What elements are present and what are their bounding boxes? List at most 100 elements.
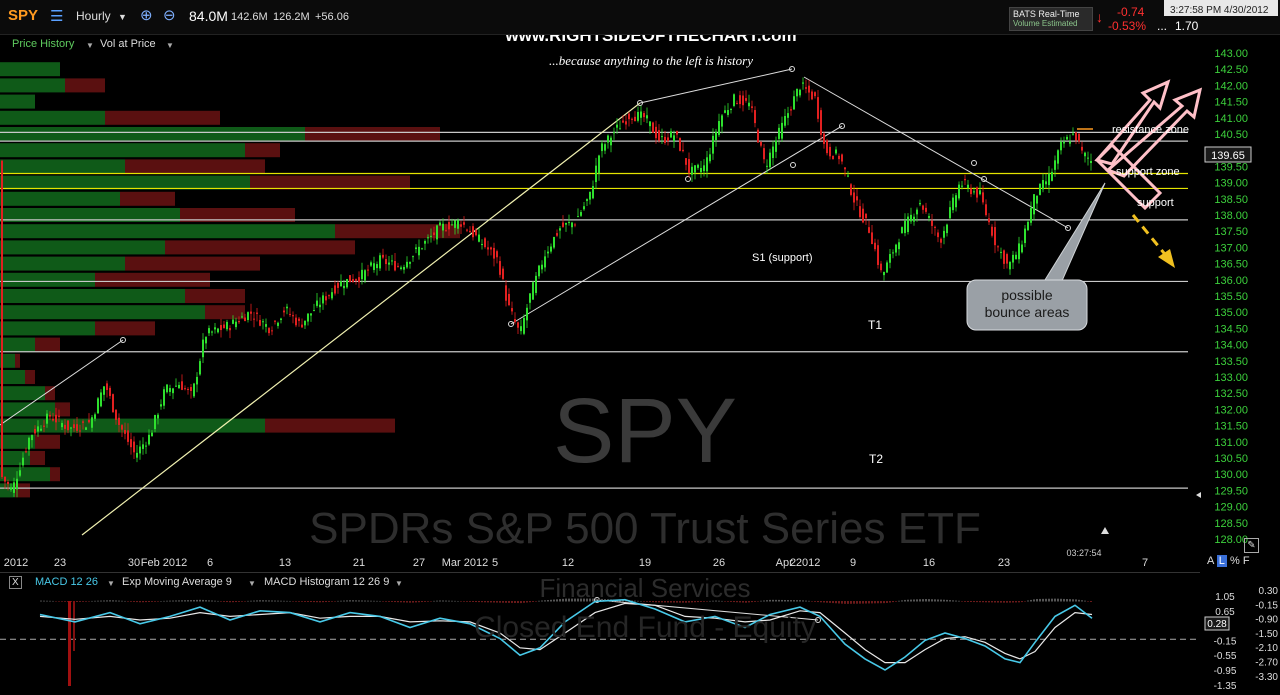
fit-button[interactable]: F — [1242, 555, 1250, 567]
macd-histogram-bar — [856, 601, 858, 604]
macd-histogram-bar — [130, 601, 132, 602]
macd-histogram-bar — [337, 600, 339, 602]
candle-body — [586, 199, 588, 201]
candle-body — [853, 192, 855, 203]
menu-icon[interactable]: ☰ — [50, 8, 64, 25]
chevron-down-icon[interactable]: ▼ — [166, 41, 174, 50]
candle-body — [922, 205, 924, 210]
chevron-down-icon[interactable]: ▼ — [86, 41, 94, 50]
macd-histogram-bar — [937, 599, 939, 602]
macd-histogram-bar — [442, 600, 444, 602]
macd-histogram-bar — [184, 600, 186, 602]
macd-histogram-bar — [334, 601, 336, 602]
macd-histogram-bar — [1072, 599, 1074, 602]
time-tick-label: 27 — [413, 557, 425, 569]
candle-body — [577, 216, 579, 218]
macd-histogram-bar — [238, 601, 240, 602]
candle-body — [7, 481, 9, 484]
price-tick-label: 136.00 — [1214, 275, 1248, 287]
candle-body — [904, 220, 906, 234]
macd-histogram-bar — [493, 601, 495, 603]
macd-name[interactable]: MACD 12 26 — [35, 576, 98, 588]
symbol-label[interactable]: SPY — [8, 7, 39, 24]
macd-histogram-bar — [526, 601, 528, 603]
trendline-white-upper-left — [0, 339, 124, 426]
time-tick-label: 21 — [353, 557, 365, 569]
candle-body — [1030, 207, 1032, 223]
percent-scale-button[interactable]: % — [1229, 555, 1240, 567]
candle-body — [55, 414, 57, 423]
ellipsis-icon[interactable]: ... — [1157, 19, 1168, 33]
chevron-down-icon[interactable]: ▼ — [248, 579, 256, 588]
auto-scale-button[interactable]: A — [1207, 555, 1214, 567]
macd-histogram-bar — [946, 599, 948, 602]
macd-histogram-bar — [1036, 598, 1038, 602]
candle-body — [175, 385, 177, 387]
candle-body — [37, 426, 39, 432]
candle-body — [667, 137, 669, 142]
macd-histogram-bar — [850, 601, 852, 604]
candle-body — [1036, 195, 1038, 204]
macd-histogram-bar — [994, 601, 996, 603]
chevron-down-icon[interactable]: ▼ — [118, 12, 127, 22]
scroll-up-triangle[interactable] — [1101, 527, 1109, 534]
candle-body — [943, 230, 945, 238]
histogram-name[interactable]: MACD Histogram 12 26 9 — [264, 576, 390, 588]
macd-histogram-bar — [286, 600, 288, 602]
macd-histogram-bar — [157, 601, 159, 602]
macd-histogram-bar — [739, 601, 741, 603]
candle-body — [535, 275, 537, 293]
price-history-toggle[interactable]: Price History — [12, 38, 75, 50]
candle-body — [475, 229, 477, 236]
close-icon[interactable]: X — [9, 576, 22, 589]
candle-body — [196, 376, 198, 385]
signal-name[interactable]: Exp Moving Average 9 — [122, 576, 232, 588]
vol-at-price-toggle[interactable]: Vol at Price — [100, 38, 156, 50]
macd-histogram-bar — [955, 600, 957, 602]
candle-body — [706, 157, 708, 172]
price-axis[interactable]: 143.00142.50142.00141.50141.00140.50140.… — [1214, 48, 1248, 546]
candle-body — [847, 175, 849, 177]
candle-body — [778, 127, 780, 139]
macd-histogram-bar — [1003, 601, 1005, 603]
price-tick-label: 134.50 — [1214, 323, 1248, 335]
macd-histogram-bar — [913, 599, 915, 602]
watermark-fund-name: SPDRs S&P 500 Trust Series ETF — [309, 504, 981, 553]
macd-histogram-bar — [235, 601, 237, 603]
time-axis[interactable]: 2012 23 30 Feb 2012 6 13 21 27 Mar 2012 5 12 19 26 2A… — [4, 557, 1148, 569]
macd-histogram-bar — [79, 601, 81, 602]
log-scale-button[interactable]: L — [1216, 555, 1227, 567]
candle-body — [307, 313, 309, 322]
candle-body — [1015, 254, 1017, 260]
interval-selector[interactable]: Hourly — [76, 9, 111, 23]
candle-body — [868, 227, 870, 233]
price-tick-label: 135.00 — [1214, 307, 1248, 319]
macd-histogram-bar — [487, 601, 489, 603]
chevron-down-icon[interactable]: ▼ — [395, 579, 403, 588]
candle-body — [565, 222, 567, 225]
macd-histogram-bar — [967, 601, 969, 602]
macd-histogram-bar — [862, 601, 864, 604]
price-tick-label: 131.00 — [1214, 437, 1248, 449]
candle-body — [121, 425, 123, 430]
macd-histogram-bar — [1033, 599, 1035, 602]
candle-body — [496, 251, 498, 258]
zoom-out-icon[interactable]: ⊖ — [163, 7, 176, 24]
candle-body — [826, 140, 828, 154]
candle-body — [1060, 141, 1062, 151]
vap-bar-up — [0, 143, 245, 158]
candle-body — [682, 149, 684, 152]
scroll-right-triangle[interactable] — [1196, 492, 1201, 498]
candle-body — [295, 317, 297, 326]
macd-histogram-bar — [982, 601, 984, 603]
candle-body — [634, 116, 636, 122]
draw-tool-icon[interactable]: ✎ — [1244, 538, 1259, 553]
candle-body — [988, 218, 990, 223]
macd-histogram-bar — [376, 600, 378, 602]
chevron-down-icon[interactable]: ▼ — [107, 579, 115, 588]
candle-body — [514, 319, 516, 322]
candle-body — [361, 269, 363, 280]
candle-body — [1063, 141, 1065, 144]
zoom-in-icon[interactable]: ⊕ — [140, 7, 153, 24]
